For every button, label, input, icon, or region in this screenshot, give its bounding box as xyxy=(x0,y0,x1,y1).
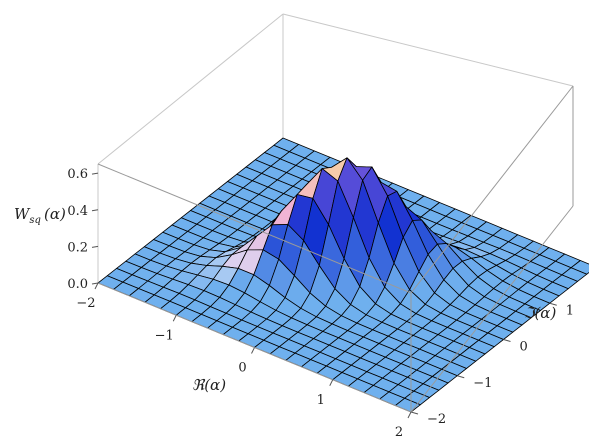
z-tick-mark xyxy=(91,245,99,248)
bounding-box-back xyxy=(97,13,574,283)
x-tick-mark xyxy=(407,411,412,419)
x-tick-mark xyxy=(251,347,255,354)
y-tick-label: −2 xyxy=(427,412,446,427)
z-tick-mark xyxy=(91,172,99,175)
z-tick-mark xyxy=(91,209,99,212)
y-tick-mark xyxy=(457,375,465,379)
y-tick-label: −1 xyxy=(473,376,492,391)
y-tick-mark xyxy=(410,411,419,415)
x-tick-label: −2 xyxy=(76,296,95,311)
y-tick-mark xyxy=(503,339,511,342)
z-tick-label: 0.2 xyxy=(67,240,88,255)
y-tick-label: 1 xyxy=(566,303,574,318)
y-axis-label: ℑ(α) xyxy=(524,304,556,322)
x-tick-label: 1 xyxy=(317,393,325,408)
surface-mesh xyxy=(97,137,589,413)
z-tick-label: 0.0 xyxy=(67,277,88,292)
x-tick-mark xyxy=(172,315,177,322)
x-axis-label: ℜ(α) xyxy=(192,376,226,394)
z-axis-label: Wsq (α) xyxy=(14,205,66,226)
y-tick-mark xyxy=(549,302,557,306)
x-tick-label: 0 xyxy=(238,361,246,376)
z-tick-mark xyxy=(91,282,99,285)
z-tick-label: 0.6 xyxy=(67,167,88,182)
x-tick-mark xyxy=(94,282,99,290)
x-tick-label: −1 xyxy=(155,328,174,343)
z-tick-label: 0.4 xyxy=(67,204,88,219)
x-tick-label: 2 xyxy=(395,425,403,440)
x-tick-mark xyxy=(329,379,334,386)
y-tick-label: 0 xyxy=(520,340,528,355)
